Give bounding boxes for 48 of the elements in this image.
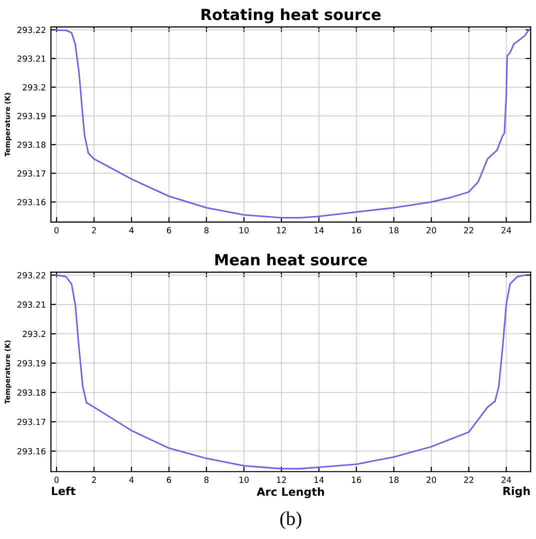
y-tick-label: 293.18 bbox=[18, 142, 46, 148]
text: (b) bbox=[280, 512, 302, 530]
x-tick-label: 16 bbox=[352, 227, 362, 234]
x-tick-label: 14 bbox=[314, 476, 324, 483]
x-tick-label: 4 bbox=[129, 227, 134, 234]
x-tick-label: 0 bbox=[54, 476, 59, 483]
x-tick-label: 24 bbox=[502, 227, 512, 234]
text: Righ bbox=[503, 486, 530, 498]
x-axis-title: Arc Length bbox=[256, 487, 324, 498]
chart-title: Rotating heat source bbox=[202, 8, 381, 24]
y-tick-label: 293.2 bbox=[22, 84, 46, 90]
x-tick-label: 8 bbox=[204, 476, 209, 483]
x-tick-label: 12 bbox=[277, 227, 286, 234]
line-series bbox=[56, 274, 526, 470]
y-tick-label: 293.16 bbox=[18, 198, 46, 206]
y-tick-label: 293.18 bbox=[18, 389, 46, 396]
x-tick-label: 18 bbox=[389, 227, 399, 234]
y-tick-label: 293.22 bbox=[18, 26, 46, 34]
x-tick-label: 22 bbox=[464, 227, 474, 234]
x-tick-label: 12 bbox=[277, 476, 286, 483]
x-tick-label: 24 bbox=[502, 476, 512, 483]
x-tick-label: 22 bbox=[464, 476, 474, 483]
y-tick-label: 293.21 bbox=[18, 55, 46, 62]
y-tick-label: 293.17 bbox=[18, 418, 46, 426]
x-tick-label: 20 bbox=[426, 227, 436, 234]
x-tick-label: 20 bbox=[426, 476, 436, 483]
y-tick-label: 293.22 bbox=[18, 272, 46, 278]
x-tick-label: 8 bbox=[204, 227, 209, 234]
text: Left bbox=[52, 486, 76, 496]
x-tick-label: 10 bbox=[240, 227, 249, 234]
x-tick-label: 2 bbox=[92, 227, 96, 234]
y-tick-label: 293.17 bbox=[18, 170, 46, 177]
x-tick-label: 2 bbox=[92, 476, 96, 483]
chart-title: Mean heat source bbox=[215, 254, 367, 266]
y-tick-label: 293.19 bbox=[18, 112, 46, 120]
x-tick-label: 14 bbox=[314, 227, 324, 234]
x-tick-label: 0 bbox=[54, 227, 59, 234]
y-tick-label: 293.16 bbox=[18, 448, 46, 454]
x-tick-label: 4 bbox=[129, 476, 134, 483]
x-tick-label: 18 bbox=[389, 476, 399, 483]
x-tick-label: 16 bbox=[352, 476, 362, 483]
x-tick-label: 10 bbox=[240, 476, 249, 483]
line-series bbox=[56, 29, 530, 219]
y-tick-label: 293.2 bbox=[22, 330, 46, 338]
x-tick-label: 6 bbox=[166, 476, 172, 483]
y-tick-label: 293.19 bbox=[18, 360, 46, 366]
y-tick-label: 293.21 bbox=[18, 301, 46, 308]
x-tick-label: 6 bbox=[166, 227, 172, 234]
